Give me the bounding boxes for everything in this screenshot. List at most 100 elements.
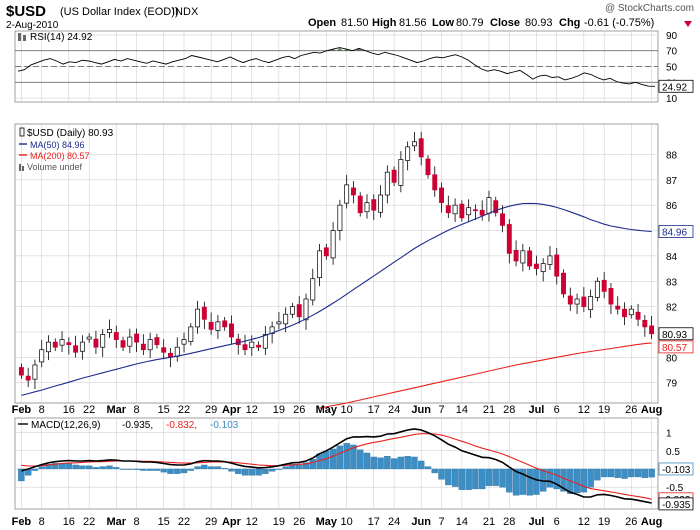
candle-body-0 [18, 367, 24, 376]
macd-hist-bar-30 [221, 468, 228, 470]
candle-45 [323, 243, 329, 260]
candle-body-21 [161, 347, 167, 353]
candle-4 [46, 335, 51, 361]
price-legend-icon [19, 127, 25, 137]
candle-35 [256, 341, 262, 352]
x-tick-bottom-24: 12 [578, 516, 590, 528]
candle-75 [527, 247, 533, 270]
macd-hist-bar-78 [546, 468, 554, 488]
macd-hist-bar-23 [174, 468, 181, 474]
candle-2 [32, 359, 38, 390]
macd-hist-bar-50 [357, 449, 364, 470]
candle-body-70 [493, 200, 499, 214]
macd-hist-last-tag-text: -0.103 [662, 465, 691, 476]
volume-legend-icon [19, 164, 24, 171]
x-tick-top-20: 21 [483, 404, 495, 416]
macd-legend: MACD(12,26,9) -0.935, -0.832, -0.103 [18, 420, 239, 431]
candle-body-4 [46, 341, 51, 353]
macd-hist-bar-31 [228, 468, 235, 472]
rsi-last-tag-text: 24.92 [662, 82, 687, 93]
macd-hist-bar-16 [126, 468, 134, 470]
x-tick-bottom-10: 12 [246, 516, 258, 528]
macd-hist-bar-29 [214, 466, 222, 470]
candle-body-69 [486, 197, 492, 214]
candle-body-62 [439, 187, 444, 203]
candle-body-7 [66, 342, 72, 346]
chg-value: -0.61 (-0.75%) [584, 17, 654, 29]
rsi-axis: 103050709024.92 [658, 31, 694, 105]
candle-body-74 [520, 250, 526, 264]
close-last-tag-box [658, 327, 694, 341]
candle-body-33 [242, 344, 248, 351]
candle-60 [425, 155, 431, 179]
candle-92 [642, 314, 648, 337]
ma200-last-tag-text: 80.57 [662, 343, 687, 354]
candle-body-92 [642, 319, 648, 328]
macd-hist-last-tag: -0.103 [658, 462, 694, 476]
rsi-line [17, 47, 656, 87]
x-tick-bottom-26: 26 [625, 516, 637, 528]
candle-14 [113, 325, 119, 348]
candle-50 [357, 192, 363, 217]
macd-legend-signal: -0.832, [166, 420, 197, 431]
candle-36 [262, 326, 268, 356]
candle-body-45 [323, 247, 329, 257]
x-tick-bottom-23: 6 [554, 516, 560, 528]
macd-tick-0.5: 0.5 [666, 447, 680, 458]
candle-28 [208, 312, 214, 335]
price-tick-83: 83 [666, 277, 678, 288]
rsi-tick-90: 90 [666, 31, 678, 42]
macd-hist-bar-0 [18, 468, 25, 482]
x-tick-bottom-25: 19 [598, 516, 610, 528]
candle-body-81 [567, 295, 573, 305]
macd-hist-bar-62 [438, 468, 445, 480]
macd-hist-bar-4 [45, 464, 52, 470]
candle-41 [296, 296, 302, 324]
candle-body-40 [290, 306, 295, 315]
x-tick-top-24: 12 [578, 404, 590, 416]
candle-49 [350, 181, 356, 204]
macd-hist-bar-41 [296, 464, 303, 470]
macd-hist-bar-28 [207, 466, 215, 470]
symbol-name: (US Dollar Index (EOD)) [60, 6, 179, 18]
candle-body-55 [391, 169, 397, 183]
price-tick-86: 86 [666, 201, 678, 212]
x-tick-bottom-16: 24 [388, 516, 400, 528]
x-tick-top-26: 26 [625, 404, 637, 416]
candle-body-91 [635, 311, 641, 320]
close-last-tag-text: 80.93 [662, 330, 687, 341]
candle-body-90 [628, 308, 634, 316]
candle-body-1 [25, 375, 31, 381]
candle-83 [581, 287, 587, 312]
candle-8 [73, 335, 79, 358]
candle-59 [418, 131, 424, 166]
candle-body-24 [181, 339, 187, 345]
candle-body-3 [39, 349, 45, 363]
candle-57 [405, 141, 411, 171]
price-tick-84: 84 [666, 252, 678, 263]
candle-51 [364, 194, 370, 219]
candle-body-41 [296, 304, 302, 318]
price-frame [14, 123, 659, 404]
macd-hist-bar-40 [289, 464, 296, 470]
candle-body-50 [357, 195, 363, 214]
macd-hist-bar-80 [560, 468, 567, 492]
x-tick-top-21: 28 [503, 404, 515, 416]
macd-hist-bar-66 [465, 468, 472, 490]
macd-hist-bar-36 [262, 468, 269, 474]
candle-18 [140, 334, 146, 356]
macd-hist-bar-51 [363, 452, 371, 470]
candle-body-29 [215, 321, 221, 331]
macd-hist-bar-56 [397, 456, 405, 470]
candle-body-65 [459, 203, 465, 219]
ma200-legend: MA(200) 80.57 [30, 151, 90, 161]
x-tick-top-7: 22 [178, 404, 190, 416]
candle-body-73 [513, 249, 519, 262]
x-tick-top-1: 8 [39, 404, 45, 416]
macd-tick-1: 1 [666, 429, 672, 440]
candle-body-79 [554, 254, 560, 277]
candle-body-48 [344, 184, 350, 204]
macd-hist-bar-72 [506, 468, 513, 493]
x-tick-bottom-3: 22 [83, 516, 95, 528]
candle-body-52 [371, 199, 377, 211]
